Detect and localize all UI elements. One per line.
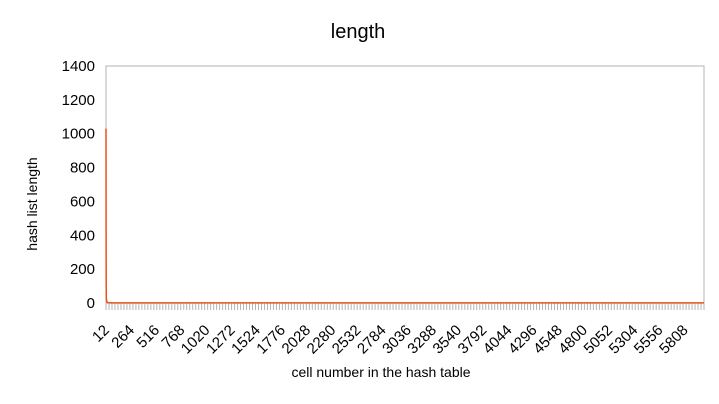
- chart-title: length: [331, 21, 386, 43]
- plot-area: [105, 65, 705, 304]
- x-axis-tick-labels: 1226451676810201272152417762028228025322…: [89, 322, 692, 358]
- x-axis-ticks: [105, 303, 705, 310]
- x-axis-title: cell number in the hash table: [292, 364, 471, 380]
- series-line: [105, 128, 704, 304]
- x-tick-label: 264: [108, 322, 138, 352]
- y-tick-label: 0: [87, 295, 95, 312]
- x-tick-label: 5808: [656, 322, 692, 358]
- y-tick-label: 200: [70, 261, 95, 278]
- x-tick-label: 12: [89, 322, 113, 346]
- y-tick-label: 600: [70, 193, 95, 210]
- x-tick-label: 516: [133, 322, 163, 352]
- series-lines: [105, 128, 704, 304]
- y-tick-label: 1000: [62, 126, 95, 143]
- y-tick-label: 800: [70, 160, 95, 177]
- y-tick-label: 1200: [62, 92, 95, 109]
- y-axis-ticks: 0 200 400 600 800 1000 1200 1400: [62, 58, 95, 312]
- y-tick-label: 400: [70, 227, 95, 244]
- y-tick-label: 1400: [62, 58, 95, 75]
- y-axis-title: hash list length: [24, 157, 40, 250]
